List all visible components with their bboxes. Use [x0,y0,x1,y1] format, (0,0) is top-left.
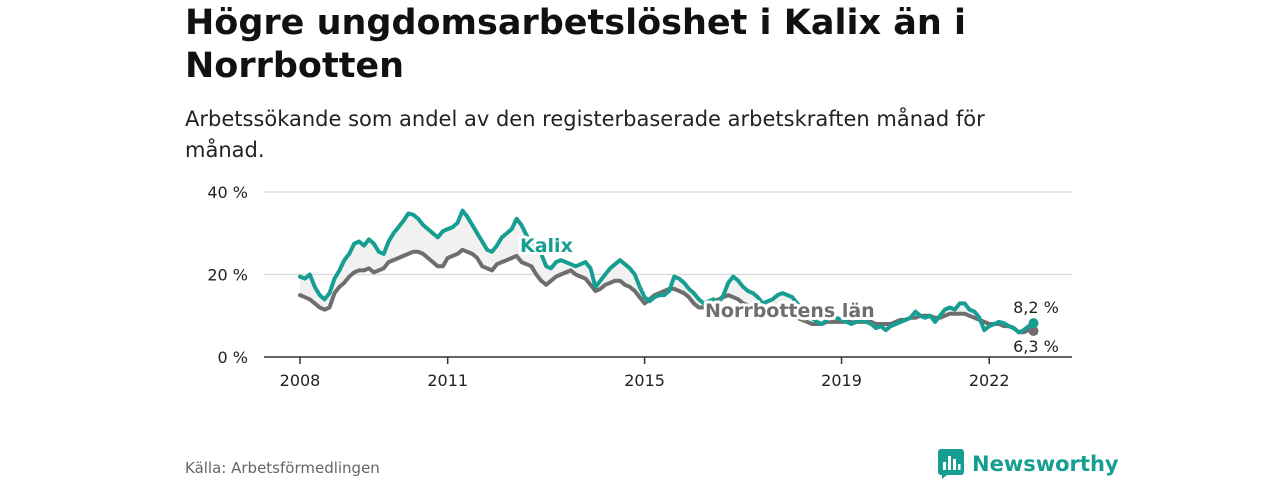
y-tick-label: 0 % [218,348,248,367]
endpoint-marker-norrbotten [1028,326,1039,337]
x-tick-label: 2019 [821,371,862,390]
series-labels: 8,2 % 6,3 % Kalix Norrbottens län [517,232,1059,356]
grid-layer: 0 % 20 % 40 % [207,183,1072,367]
x-tick-label: 2022 [969,371,1010,390]
end-value-label-kalix: 8,2 % [1013,298,1059,317]
series-label-norrbotten: Norrbottens län [705,300,875,322]
series-label-kalix: Kalix [520,235,573,257]
newsworthy-icon [938,449,964,479]
series-line-kalix [298,208,1036,335]
x-tick-label: 2011 [427,371,468,390]
brand-name: Newsworthy [972,452,1119,476]
x-tick-label: 2015 [624,371,665,390]
endpoint-marker-kalix [1028,318,1039,329]
page-title: Högre ungdomsarbetslöshet i Kalix än i N… [185,3,966,86]
end-value-label-norrbotten: 6,3 % [1013,337,1059,356]
x-axis-ticks: 2008 2011 2015 2019 2022 [280,357,1010,390]
y-tick-label: 20 % [207,266,248,285]
x-tick-label: 2008 [280,371,321,390]
page-subtitle: Arbetssökande som andel av den registerb… [185,107,985,162]
y-tick-label: 40 % [207,183,248,202]
brand-logo[interactable]: Newsworthy [938,449,1119,479]
source-note: Källa: Arbetsförmedlingen [185,459,380,477]
